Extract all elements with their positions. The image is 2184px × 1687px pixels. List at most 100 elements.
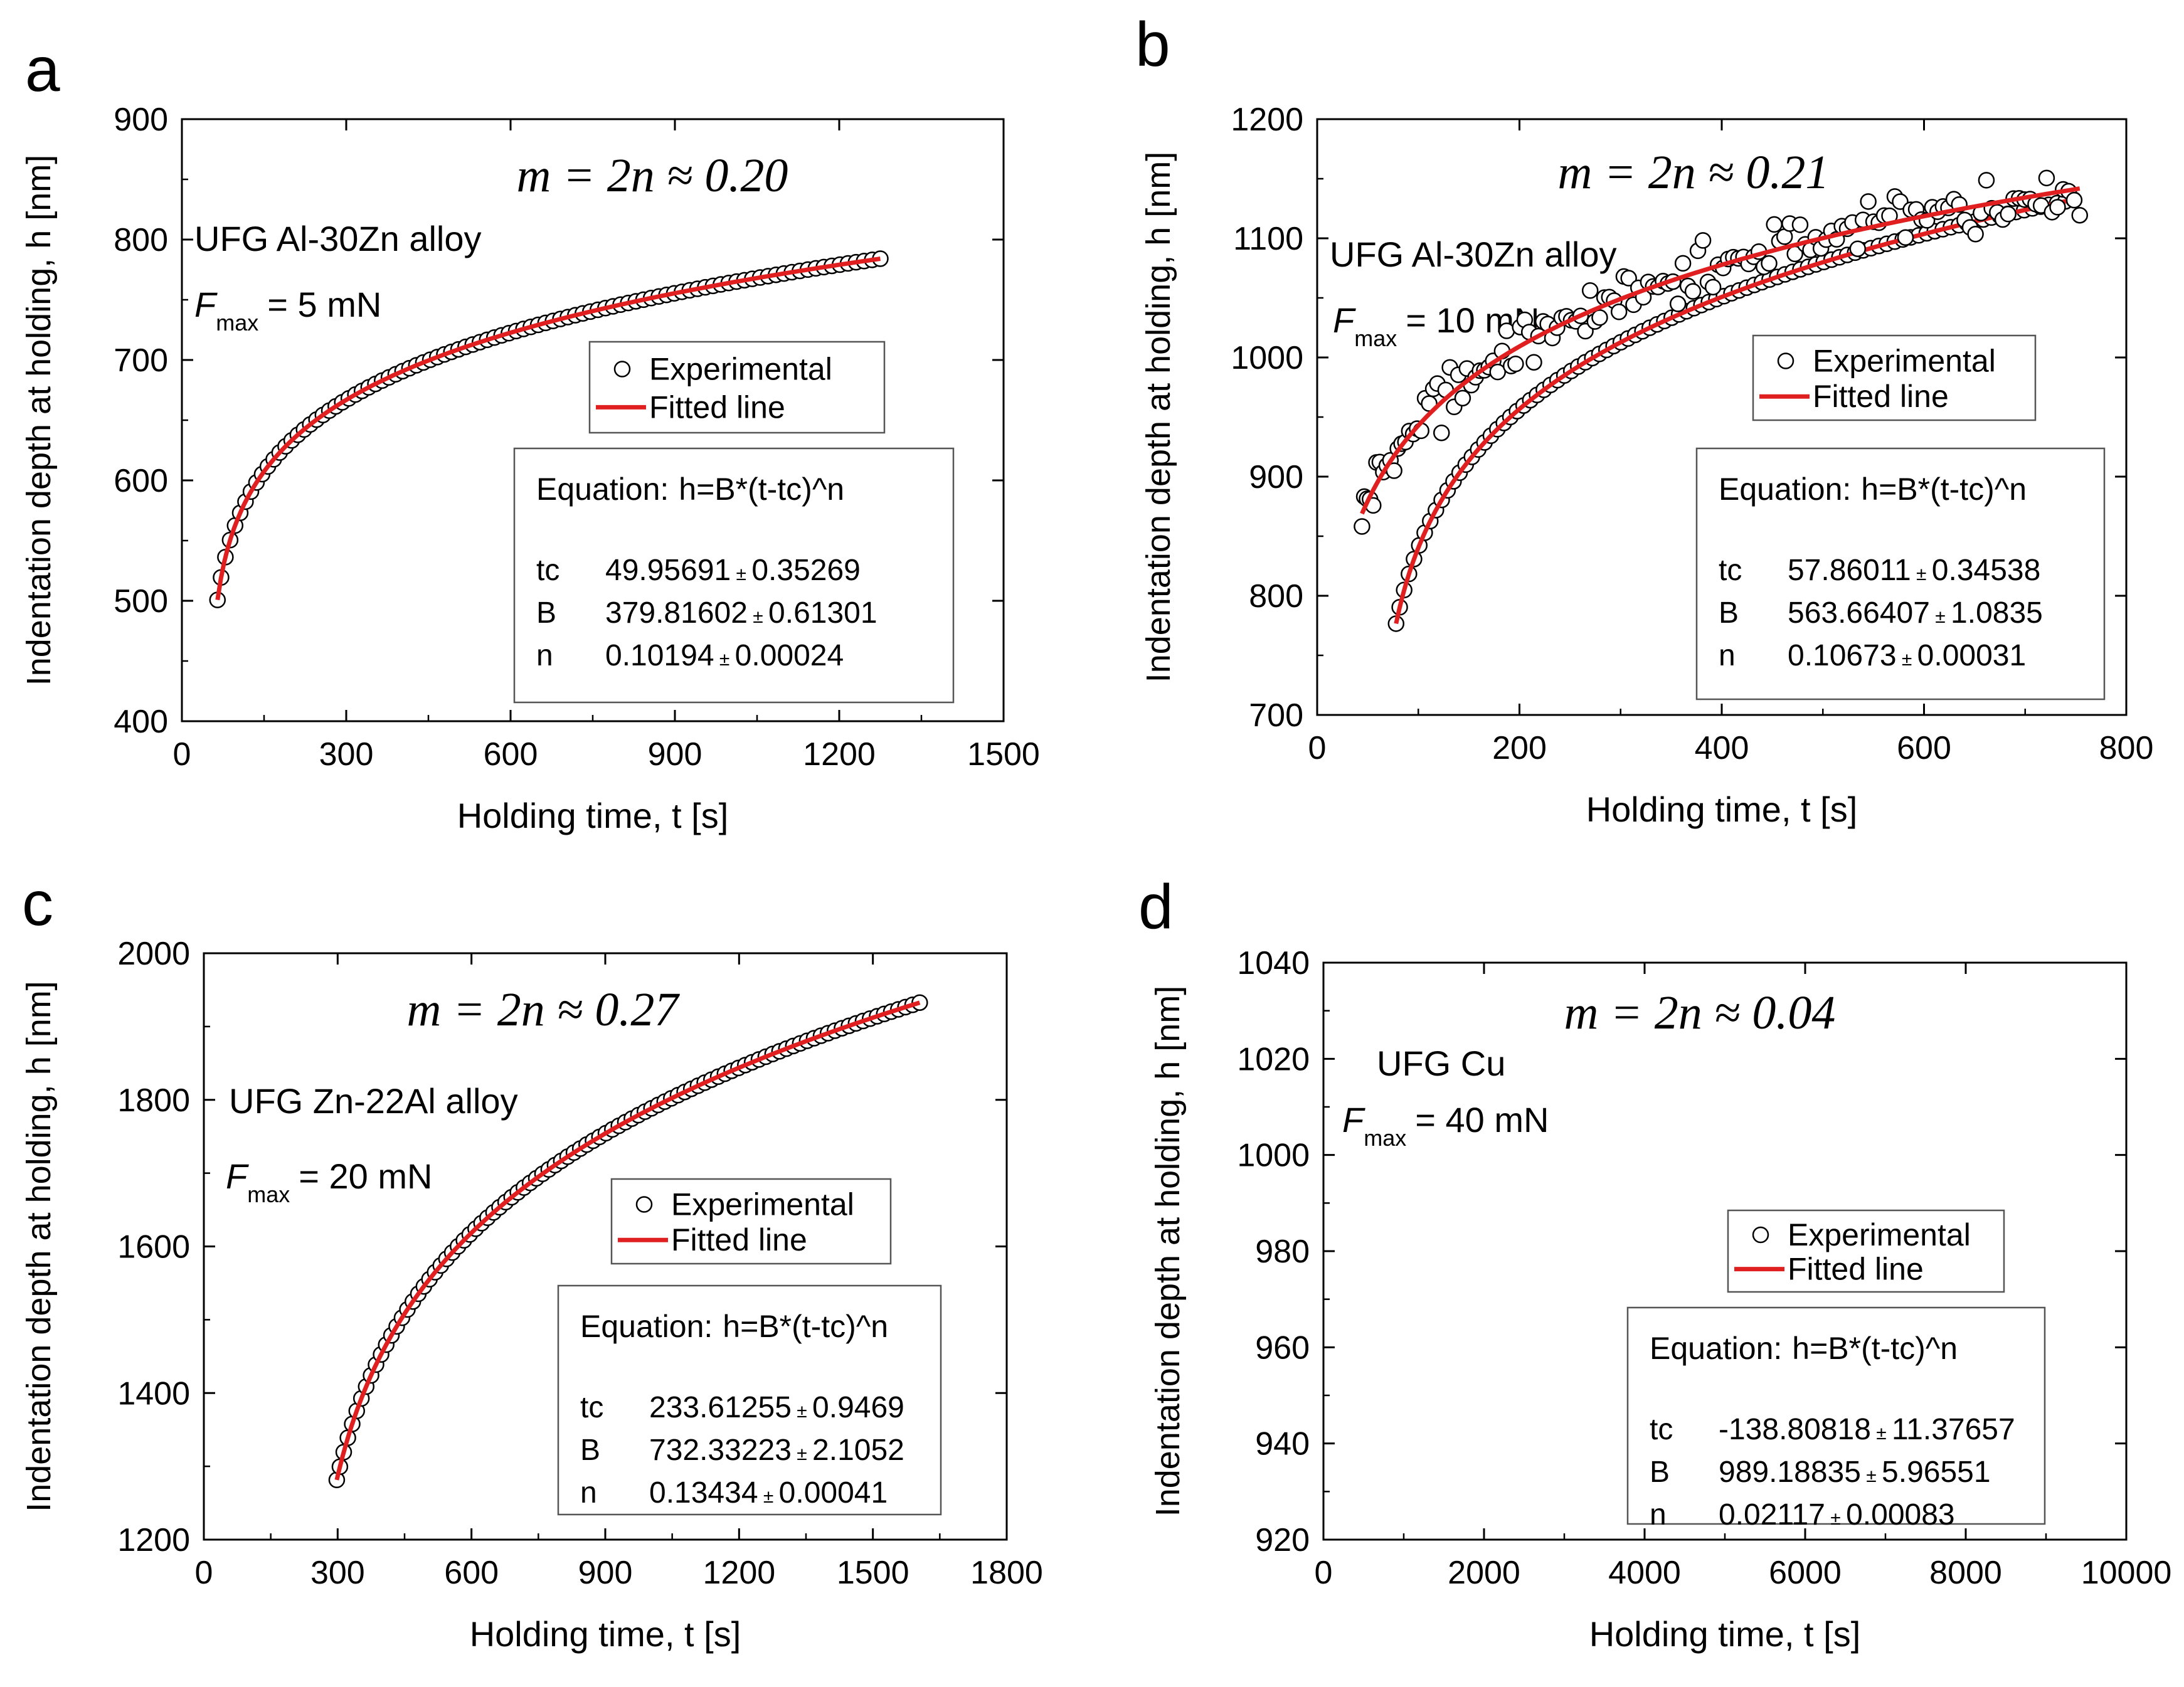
equation-label: Equation: xyxy=(580,1309,713,1344)
param-name: n xyxy=(1650,1498,1667,1531)
experimental-point xyxy=(1489,363,1506,381)
equation-formula: h=B*(t-tc)^n xyxy=(679,472,844,507)
equation-box: Equation: h=B*(t-tc)^n tc 233.61255 ± 0.946… xyxy=(557,1284,942,1516)
equation-text: Equation: h=B*(t-tc)^n xyxy=(1719,472,2027,507)
experimental-point xyxy=(1674,255,1692,272)
experimental-point xyxy=(1849,240,1867,257)
experimental-point xyxy=(1620,270,1637,287)
x-tick-label: 900 xyxy=(648,736,702,773)
fmax-value: = 40 mN xyxy=(1415,1100,1549,1140)
x-tick-label: 300 xyxy=(310,1555,365,1591)
param-error: 0.9469 xyxy=(812,1391,904,1424)
x-tick-label: 800 xyxy=(2099,730,2154,766)
param-estimate: 989.18835 xyxy=(1719,1456,1861,1489)
x-tick-label: 0 xyxy=(1308,730,1327,766)
fmax-label: Fmax = 5 mN xyxy=(194,285,381,336)
legend-marker xyxy=(613,361,631,378)
y-axis-title: Indentation depth at holding, h [nm] xyxy=(20,155,58,686)
param-value: 989.18835 ± 5.96551 xyxy=(1719,1456,1991,1489)
x-tick-label: 300 xyxy=(319,736,374,773)
plus-minus: ± xyxy=(1911,564,1932,584)
param-name: B xyxy=(580,1434,600,1467)
y-tick-label: 600 xyxy=(114,463,168,499)
material-label: UFG Al-30Zn alloy xyxy=(194,219,482,258)
y-tick-label: 800 xyxy=(1249,578,1303,615)
param-estimate: -138.80818 xyxy=(1719,1413,1871,1446)
y-tick-label: 1200 xyxy=(117,1522,190,1558)
equation-frame xyxy=(513,447,955,704)
material-label: UFG Cu xyxy=(1377,1044,1505,1083)
equation-formula: h=B*(t-tc)^n xyxy=(723,1309,888,1344)
y-tick-label: 960 xyxy=(1255,1330,1310,1366)
y-tick-label: 1400 xyxy=(117,1375,190,1412)
panel-label: b xyxy=(1135,9,1170,80)
panel-c: c 0 300 600 900 1200 1500 1800 1200 1400 1600 1800 2… xyxy=(20,869,1043,1654)
experimental-point xyxy=(1978,172,1995,189)
x-tick-label: 2000 xyxy=(1448,1555,1520,1591)
param-error: 11.37657 xyxy=(1892,1413,2015,1446)
x-tick-label: 8000 xyxy=(1929,1555,2002,1591)
x-axis-title: Holding time, t [s] xyxy=(457,796,729,835)
fmax-value: = 5 mN xyxy=(267,285,381,324)
equation-label: Equation: xyxy=(1650,1331,1782,1366)
plus-minus: ± xyxy=(792,1401,812,1422)
legend-marker xyxy=(635,1196,653,1213)
exponent-annotation: m = 2n ≈ 0.21 xyxy=(1558,146,1830,199)
x-tick-label: 1800 xyxy=(970,1555,1043,1591)
y-tick-label: 900 xyxy=(1249,459,1303,495)
param-value: 0.13434 ± 0.00041 xyxy=(649,1476,888,1510)
fitted-line xyxy=(215,256,881,601)
legend-box xyxy=(1727,1209,2005,1293)
x-tick-label: 10000 xyxy=(2081,1555,2172,1591)
plus-minus: ± xyxy=(1861,1466,1882,1486)
experimental-point xyxy=(2049,199,2066,216)
param-estimate: 563.66407 xyxy=(1788,596,1930,630)
fitted-line xyxy=(1360,186,2081,515)
param-value: 0.10673 ± 0.00031 xyxy=(1788,639,2026,672)
plus-minus: ± xyxy=(731,564,751,584)
param-error: 2.1052 xyxy=(812,1434,904,1467)
x-tick-label: 1200 xyxy=(803,736,876,773)
param-name: tc xyxy=(536,554,559,587)
x-tick-label: 6000 xyxy=(1769,1555,1842,1591)
x-tick-label: 4000 xyxy=(1608,1555,1681,1591)
panel-a: a 0 300 600 900 1200 1500 400 500 600 700 800 900 Hol… xyxy=(20,34,1040,835)
experimental-point xyxy=(1354,518,1370,535)
experimental-point xyxy=(1591,309,1608,326)
experimental-point xyxy=(1766,216,1783,233)
y-tick-label: 1000 xyxy=(1237,1138,1310,1174)
y-tick-label: 1020 xyxy=(1237,1041,1310,1077)
fmax-value: = 20 mN xyxy=(299,1156,432,1196)
experimental-point xyxy=(1860,193,1877,210)
experimental-point xyxy=(1791,216,1809,233)
param-estimate: 0.10194 xyxy=(605,639,714,672)
experimental-point xyxy=(1498,322,1515,339)
legend-marker xyxy=(1777,352,1794,369)
equation-box: Equation: h=B*(t-tc)^n tc 57.86011 ± 0.3453… xyxy=(1695,447,2106,701)
experimental-point xyxy=(2000,206,2017,223)
param-value: -138.80818 ± 11.37657 xyxy=(1719,1413,2015,1446)
experimental-point xyxy=(2065,191,2083,209)
legend-box xyxy=(588,341,886,434)
param-estimate: 57.86011 xyxy=(1788,554,1911,587)
plus-minus: ± xyxy=(792,1444,812,1464)
param-value: 732.33223 ± 2.1052 xyxy=(649,1434,904,1467)
param-name: tc xyxy=(1650,1413,1673,1446)
equation-frame xyxy=(557,1284,942,1516)
plus-minus: ± xyxy=(1825,1508,1846,1529)
x-tick-label: 400 xyxy=(1695,730,1749,766)
equation-frame xyxy=(1695,447,2106,701)
legend-fitted-label: Fitted line xyxy=(671,1222,807,1257)
experimental-point xyxy=(1507,356,1524,373)
y-tick-label: 1600 xyxy=(117,1229,190,1266)
plus-minus: ± xyxy=(1930,606,1951,627)
param-value: 49.95691 ± 0.35269 xyxy=(605,554,861,587)
experimental-point xyxy=(1897,229,1914,246)
experimental-point xyxy=(1967,226,1984,243)
param-error: 0.34538 xyxy=(1932,554,2041,587)
x-tick-label: 900 xyxy=(578,1555,633,1591)
experimental-point xyxy=(1694,232,1712,249)
param-name: n xyxy=(580,1476,597,1510)
x-tick-label: 0 xyxy=(1315,1555,1333,1591)
